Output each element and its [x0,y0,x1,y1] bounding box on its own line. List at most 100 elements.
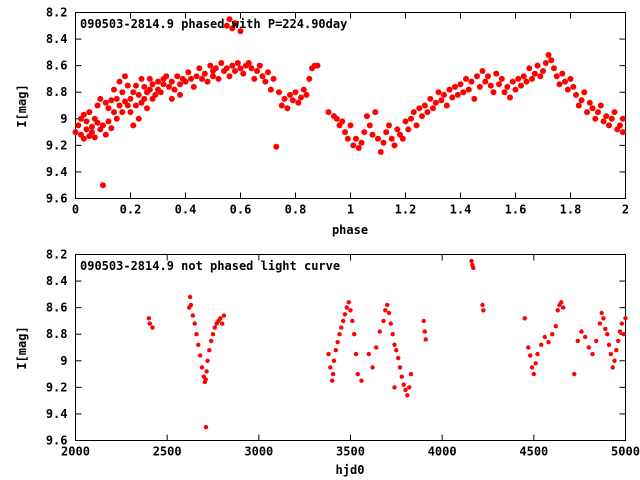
data-point [358,139,365,146]
data-point [542,60,549,66]
data-point [579,329,584,334]
data-point [623,316,628,321]
data-point [427,95,434,102]
data-point [330,378,335,383]
data-point [619,129,626,136]
x-axis-label: hjd0 [336,463,365,477]
data-point [168,78,175,85]
data-points [72,16,626,189]
data-point [111,86,117,93]
data-point [359,378,364,383]
x-tick-label: 1.8 [560,203,582,217]
data-point [86,109,93,116]
data-point [403,387,408,393]
data-point [203,425,209,430]
data-point [468,78,475,85]
data-point [339,325,344,330]
data-point [482,78,489,85]
data-point [124,82,131,89]
data-point [485,73,491,80]
data-point [270,75,277,82]
x-tick-label: 5000 [611,445,640,459]
x-tick-label: 3000 [244,445,273,459]
data-point [133,82,139,89]
data-point [130,122,137,129]
data-point [130,89,137,96]
y-tick-label: 9.2 [46,138,68,152]
x-tick-label: 0.8 [285,203,307,217]
data-point [341,318,346,324]
data-point [432,99,439,106]
data-point [608,351,613,357]
data-point [597,321,602,326]
data-point [498,75,505,82]
data-point [350,142,357,149]
data-point [113,95,120,102]
data-point [600,118,607,125]
data-point [259,73,266,80]
y-tick-label: 9.4 [46,165,68,179]
data-point [80,135,87,142]
data-point [83,118,90,125]
data-point [204,369,209,374]
data-point [265,69,271,76]
data-point [408,115,414,122]
data-point [509,78,516,85]
data-point [581,89,588,96]
data-point [380,139,387,146]
data-point [578,97,585,104]
data-point [452,83,458,90]
data-point [583,334,588,340]
y-axis-ticks: 8.2 8.4 8.6 8.8 9 9.2 9.4 9.6 [46,6,626,206]
data-point [562,78,568,85]
data-point [430,105,436,112]
data-point [187,294,193,300]
data-point [141,95,148,102]
y-tick-label: 8.4 [46,32,68,46]
data-point [240,70,247,77]
data-point [226,16,233,23]
data-point [394,348,399,353]
data-point [370,365,375,370]
data-point [113,115,120,122]
data-point [413,122,420,129]
data-point [276,89,282,96]
data-point [199,75,205,82]
data-point [314,62,321,69]
data-point [155,78,161,85]
data-point [100,182,106,189]
data-point [594,338,599,344]
data-point [540,68,546,74]
data-point [198,353,203,358]
data-point [355,145,362,151]
data-point [177,91,183,98]
data-point [339,118,346,125]
y-tick-label: 9.4 [46,407,68,421]
data-point [402,118,409,125]
data-point [234,60,241,66]
data-point [523,78,530,85]
data-point [102,99,109,106]
data-point [72,129,79,136]
data-point [256,62,263,69]
data-point [531,371,536,377]
x-tick-label: 0.2 [120,203,142,217]
data-point [166,83,172,90]
data-point [204,78,211,85]
data-point [397,365,403,370]
data-point [507,94,513,101]
data-point [146,75,153,82]
data-point [612,358,617,363]
data-point [127,95,134,102]
data-point [383,129,390,136]
data-point [223,65,230,72]
data-point [390,332,395,337]
data-point [518,82,524,89]
data-point [449,94,456,101]
data-point [399,374,404,379]
data-point [289,97,296,104]
data-point [108,97,115,104]
data-point [102,131,109,138]
data-point [188,302,194,308]
